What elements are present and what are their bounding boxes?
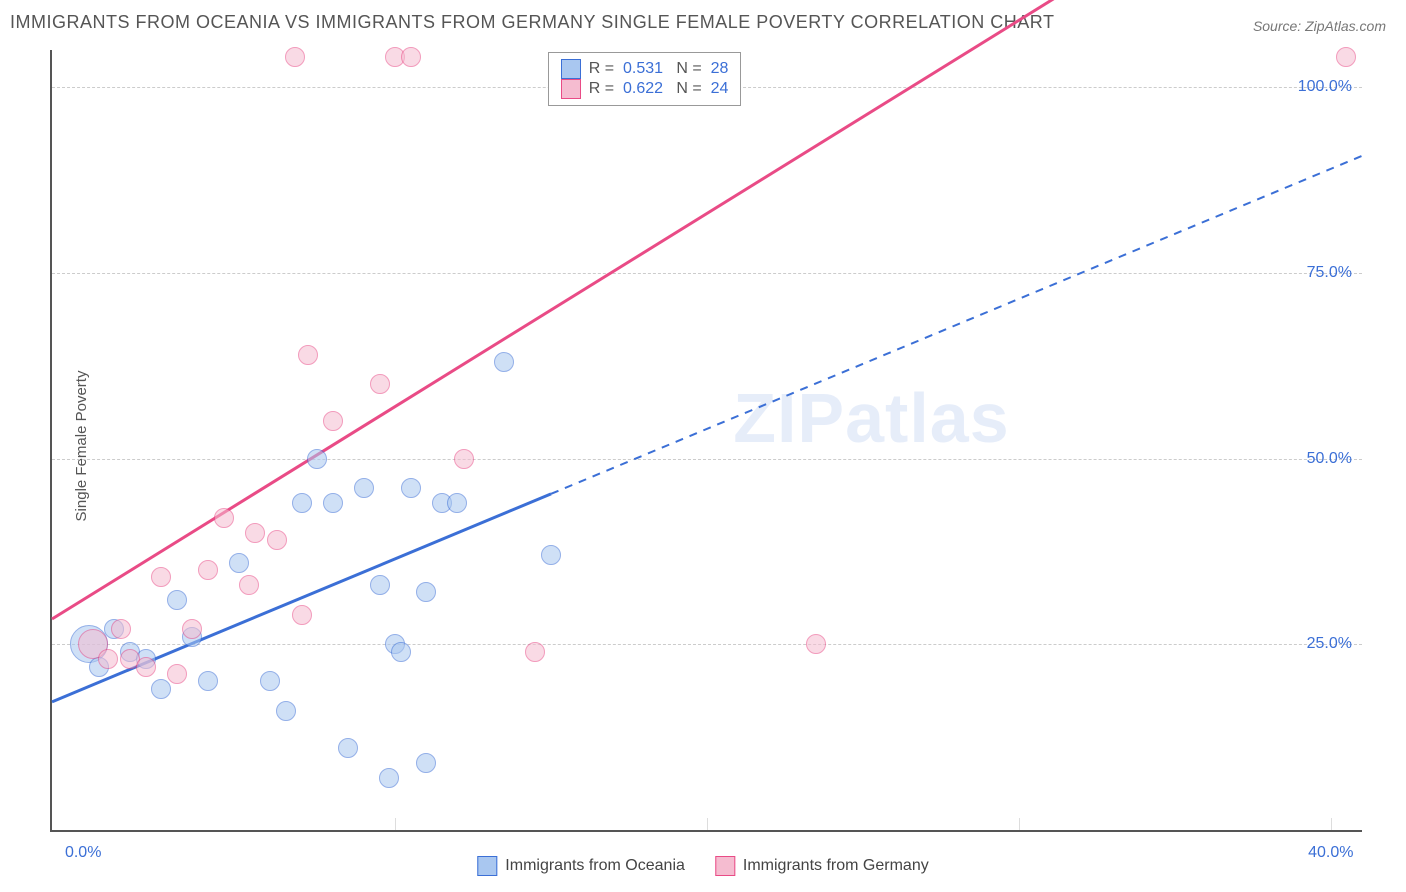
series-swatch [715, 856, 735, 876]
data-point [239, 575, 259, 595]
legend-item: Immigrants from Oceania [477, 856, 685, 876]
data-point [370, 575, 390, 595]
legend-label: Immigrants from Germany [743, 857, 929, 875]
series-swatch [477, 856, 497, 876]
data-point [111, 619, 131, 639]
stats-row: R = 0.622 N = 24 [561, 79, 729, 99]
trendline-solid [52, 494, 551, 702]
data-point [806, 634, 826, 654]
data-point [354, 478, 374, 498]
series-swatch [561, 59, 581, 79]
data-point [198, 671, 218, 691]
stats-text: R = 0.531 N = 28 [589, 60, 729, 78]
data-point [401, 47, 421, 67]
series-swatch [561, 79, 581, 99]
data-point [198, 560, 218, 580]
data-point [151, 679, 171, 699]
data-point [323, 493, 343, 513]
data-point [136, 657, 156, 677]
data-point [292, 493, 312, 513]
x-tick-label: 40.0% [1308, 844, 1353, 862]
data-point [307, 449, 327, 469]
data-point [267, 530, 287, 550]
data-point [541, 545, 561, 565]
stats-text: R = 0.622 N = 24 [589, 80, 729, 98]
data-point [292, 605, 312, 625]
data-point [323, 411, 343, 431]
data-point [229, 553, 249, 573]
data-point [391, 642, 411, 662]
data-point [182, 619, 202, 639]
data-point [285, 47, 305, 67]
data-point [214, 508, 234, 528]
data-point [525, 642, 545, 662]
chart-container: IMMIGRANTS FROM OCEANIA VS IMMIGRANTS FR… [0, 0, 1406, 892]
x-tick-label: 0.0% [65, 844, 101, 862]
data-point [416, 753, 436, 773]
legend-item: Immigrants from Germany [715, 856, 929, 876]
data-point [276, 701, 296, 721]
data-point [454, 449, 474, 469]
chart-title: IMMIGRANTS FROM OCEANIA VS IMMIGRANTS FR… [10, 12, 1054, 33]
data-point [416, 582, 436, 602]
stats-legend: R = 0.531 N = 28 R = 0.622 N = 24 [548, 52, 742, 106]
stats-row: R = 0.531 N = 28 [561, 59, 729, 79]
data-point [1336, 47, 1356, 67]
data-point [370, 374, 390, 394]
data-point [447, 493, 467, 513]
data-point [494, 352, 514, 372]
data-point [151, 567, 171, 587]
trendlines-layer [52, 50, 1362, 830]
source-attribution: Source: ZipAtlas.com [1253, 18, 1386, 34]
trendline-dashed [551, 156, 1362, 494]
data-point [338, 738, 358, 758]
data-point [379, 768, 399, 788]
data-point [167, 590, 187, 610]
data-point [298, 345, 318, 365]
data-point [245, 523, 265, 543]
legend-label: Immigrants from Oceania [505, 857, 685, 875]
data-point [98, 649, 118, 669]
data-point [401, 478, 421, 498]
data-point [260, 671, 280, 691]
plot-area: 25.0%50.0%75.0%100.0%0.0%40.0%ZIPatlas [50, 50, 1362, 832]
legend-bottom: Immigrants from Oceania Immigrants from G… [477, 856, 928, 876]
data-point [167, 664, 187, 684]
